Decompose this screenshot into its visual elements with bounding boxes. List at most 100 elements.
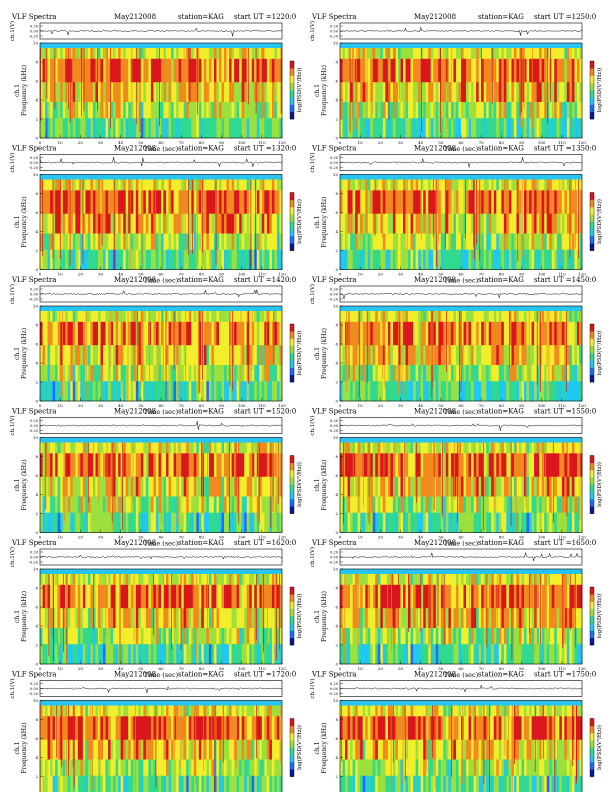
spectrogram-cell (140, 476, 144, 497)
spectrogram-cell (85, 213, 89, 234)
spectrogram-cell (269, 190, 273, 214)
spectrogram-cell (216, 102, 220, 119)
spectrogram-cell (463, 365, 467, 382)
spectrogram-cell (579, 82, 583, 103)
spectrogram-cell (208, 311, 212, 323)
panel-station: station=KAG (178, 145, 224, 153)
spectrogram-cell (455, 311, 459, 323)
spectrogram-cell (511, 321, 515, 346)
spectrogram-cell (166, 608, 169, 629)
spectrogram-cell (92, 453, 96, 477)
spectrogram-cell (355, 311, 358, 323)
spectrogram-cell (92, 608, 96, 629)
spectrogram-cell (453, 179, 457, 191)
spectrogram-cell (148, 365, 152, 382)
spectrogram-cell (415, 58, 419, 83)
spectrogram-cell (554, 496, 558, 513)
spectrogram-cell (100, 345, 104, 366)
spectrogram-cell (466, 453, 469, 477)
spectrogram-cell (158, 311, 162, 323)
spectrogram-cell (213, 381, 217, 402)
spectrogram-cell (345, 190, 348, 214)
spectrogram (39, 305, 283, 402)
spectrogram-cell (506, 82, 510, 103)
spectrogram-cell (501, 453, 505, 477)
y-tick-label: 0 (335, 399, 338, 404)
spectrogram-cell (372, 48, 376, 60)
spectrogram-cell (168, 476, 172, 497)
spectrogram-cell (347, 118, 351, 139)
spectrogram-cell (110, 179, 114, 191)
spectrogram-cell (166, 102, 169, 119)
spectrogram-cell (244, 644, 248, 665)
spectrogram-cell (110, 574, 114, 586)
spectrogram-cell (236, 608, 240, 629)
spectrogram-cell (380, 48, 384, 60)
spectrogram-cell (140, 442, 144, 454)
spectrogram-cell (455, 102, 459, 119)
spectrogram-cell (251, 496, 255, 513)
spectrogram-cell (423, 233, 427, 250)
spectrogram-cell (234, 512, 237, 533)
spectrogram-cell (163, 608, 167, 629)
spectrogram-cell (153, 476, 157, 497)
spectrogram-cell (140, 644, 144, 665)
spectrogram-cell (90, 48, 94, 60)
spectrogram-cell (254, 512, 258, 533)
spectrogram-cell (77, 58, 81, 83)
spectrogram-cell (259, 365, 263, 382)
spectrogram-cell (506, 476, 510, 497)
spectrogram-cell (67, 442, 71, 454)
spectrogram-cell (435, 345, 439, 366)
spectrogram-cell (115, 381, 119, 402)
spectrogram-cell (428, 213, 432, 234)
colorbar-swatch (290, 455, 294, 464)
spectrogram-cell (511, 496, 515, 513)
spectrogram-cell (95, 512, 99, 533)
spectrogram-cell (244, 213, 248, 234)
spectrogram-cell (85, 179, 89, 191)
spectrogram-cell (231, 233, 235, 250)
spectrogram-cell (450, 311, 454, 323)
spectrogram-cell (163, 213, 167, 234)
spectrogram-cell (161, 233, 164, 250)
spectrogram-cell (546, 179, 550, 191)
spectrogram-cell (60, 213, 63, 234)
spectrogram-cell (395, 179, 399, 191)
spectrogram-cell (241, 179, 245, 191)
spectrogram-cell (221, 608, 225, 629)
spectrogram-cell (559, 190, 563, 214)
spectrogram-cell (82, 381, 86, 402)
spectrogram-cell (397, 321, 401, 346)
spectrogram-cell (113, 381, 116, 402)
spectrogram-cell (216, 118, 220, 139)
colorbar: log(PSD(V²/Hz)) (289, 60, 303, 120)
spectrogram-cell (224, 365, 227, 382)
spectrogram-cell (168, 311, 172, 323)
spectrogram-cell (549, 190, 553, 214)
panel-station: station=KAG (478, 276, 524, 284)
spectrogram-cell (508, 321, 512, 346)
spectrogram-cell (148, 82, 152, 103)
spectrogram-cell (345, 48, 348, 60)
spectrogram-cell (556, 190, 560, 214)
spectrogram-cell (244, 365, 248, 382)
spectrogram-cell (150, 118, 154, 139)
spectrogram-cell (161, 608, 164, 629)
spectrogram-cell (173, 345, 177, 366)
spectrogram-cell (87, 233, 91, 250)
spectrogram-cell (410, 118, 414, 139)
spectrogram-cell (498, 321, 502, 346)
spectrogram-cell (488, 233, 492, 250)
spectrogram-cell (579, 233, 583, 250)
spectrogram-cell (67, 584, 71, 609)
spectrogram-cell (380, 249, 384, 270)
spectrogram-cell (50, 58, 53, 83)
spectrogram-cell (410, 213, 414, 234)
spectrogram-cell (196, 442, 200, 454)
spectrogram-cell (221, 644, 225, 665)
spectrogram-cell (42, 179, 46, 191)
y-tick-label: 6 (35, 210, 38, 215)
waveform-tick-label: -0.20 (29, 429, 39, 433)
spectrogram-cell (70, 48, 74, 60)
